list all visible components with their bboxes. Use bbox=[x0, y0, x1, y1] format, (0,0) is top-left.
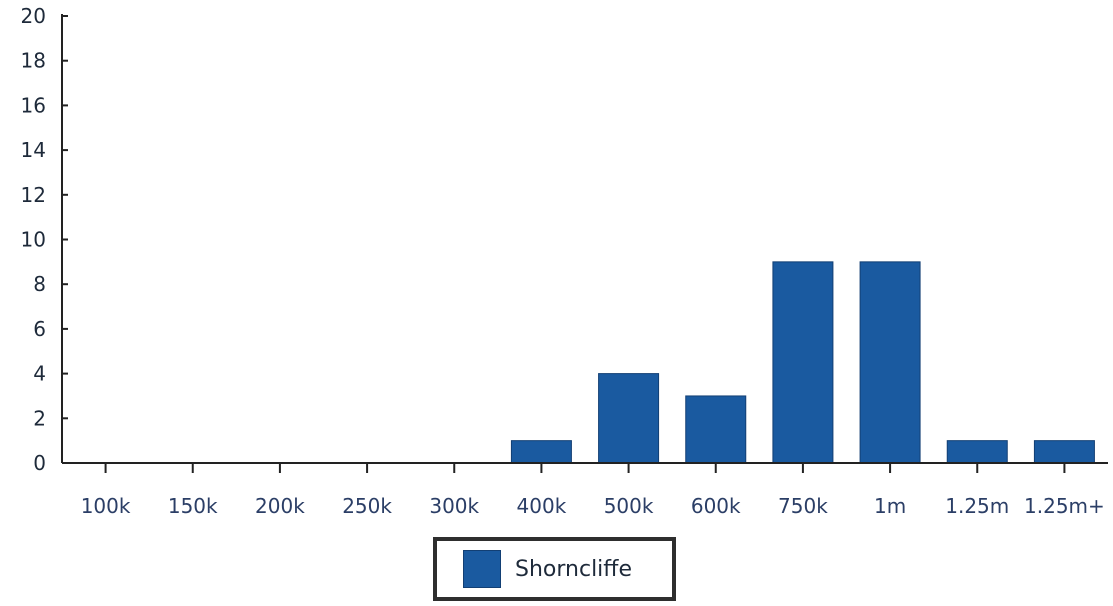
y-tick-label: 8 bbox=[33, 272, 46, 296]
x-tick-label: 1.25m+ bbox=[1024, 494, 1105, 518]
y-tick-label: 6 bbox=[33, 317, 46, 341]
bar-600k bbox=[685, 395, 747, 464]
x-tick-label: 250k bbox=[342, 494, 392, 518]
y-tick-label: 2 bbox=[33, 406, 46, 430]
y-tick-label: 18 bbox=[21, 49, 46, 73]
y-tick-label: 4 bbox=[33, 362, 46, 386]
y-tick-label: 12 bbox=[21, 183, 46, 207]
axes-layer bbox=[61, 14, 1108, 464]
x-tick-label: 400k bbox=[517, 494, 567, 518]
bar-1.25m bbox=[946, 440, 1008, 464]
y-tick-label: 16 bbox=[21, 93, 46, 117]
bar-750k bbox=[772, 261, 834, 464]
x-tick-label: 1m bbox=[874, 494, 906, 518]
x-tick-label: 500k bbox=[604, 494, 654, 518]
legend: Shorncliffe bbox=[433, 537, 676, 601]
x-tick-label: 600k bbox=[691, 494, 741, 518]
bar-1.25m+ bbox=[1033, 440, 1095, 464]
y-tick-label: 0 bbox=[33, 451, 46, 475]
x-tick-label: 100k bbox=[81, 494, 131, 518]
legend-label: Shorncliffe bbox=[515, 556, 632, 582]
y-tick-label: 14 bbox=[21, 138, 46, 162]
bar-500k bbox=[598, 373, 660, 464]
bar-1m bbox=[859, 261, 921, 464]
y-ticks-layer: 0 2 4 6 8 10 12 14 16 18 20 bbox=[21, 4, 68, 475]
x-tick-label: 300k bbox=[429, 494, 479, 518]
y-tick-label: 20 bbox=[21, 4, 46, 28]
x-tick-label: 750k bbox=[778, 494, 828, 518]
legend-swatch bbox=[463, 550, 501, 588]
x-tick-label: 150k bbox=[168, 494, 218, 518]
x-tick-label: 1.25m bbox=[945, 494, 1009, 518]
x-tick-label: 200k bbox=[255, 494, 305, 518]
x-ticks-layer: 100k 150k 200k 250k 300k 400k 500k 600k 750k 1m 1.… bbox=[81, 463, 1105, 518]
bar-400k bbox=[510, 440, 572, 464]
y-tick-label: 10 bbox=[21, 228, 46, 252]
bars-layer bbox=[510, 261, 1095, 464]
